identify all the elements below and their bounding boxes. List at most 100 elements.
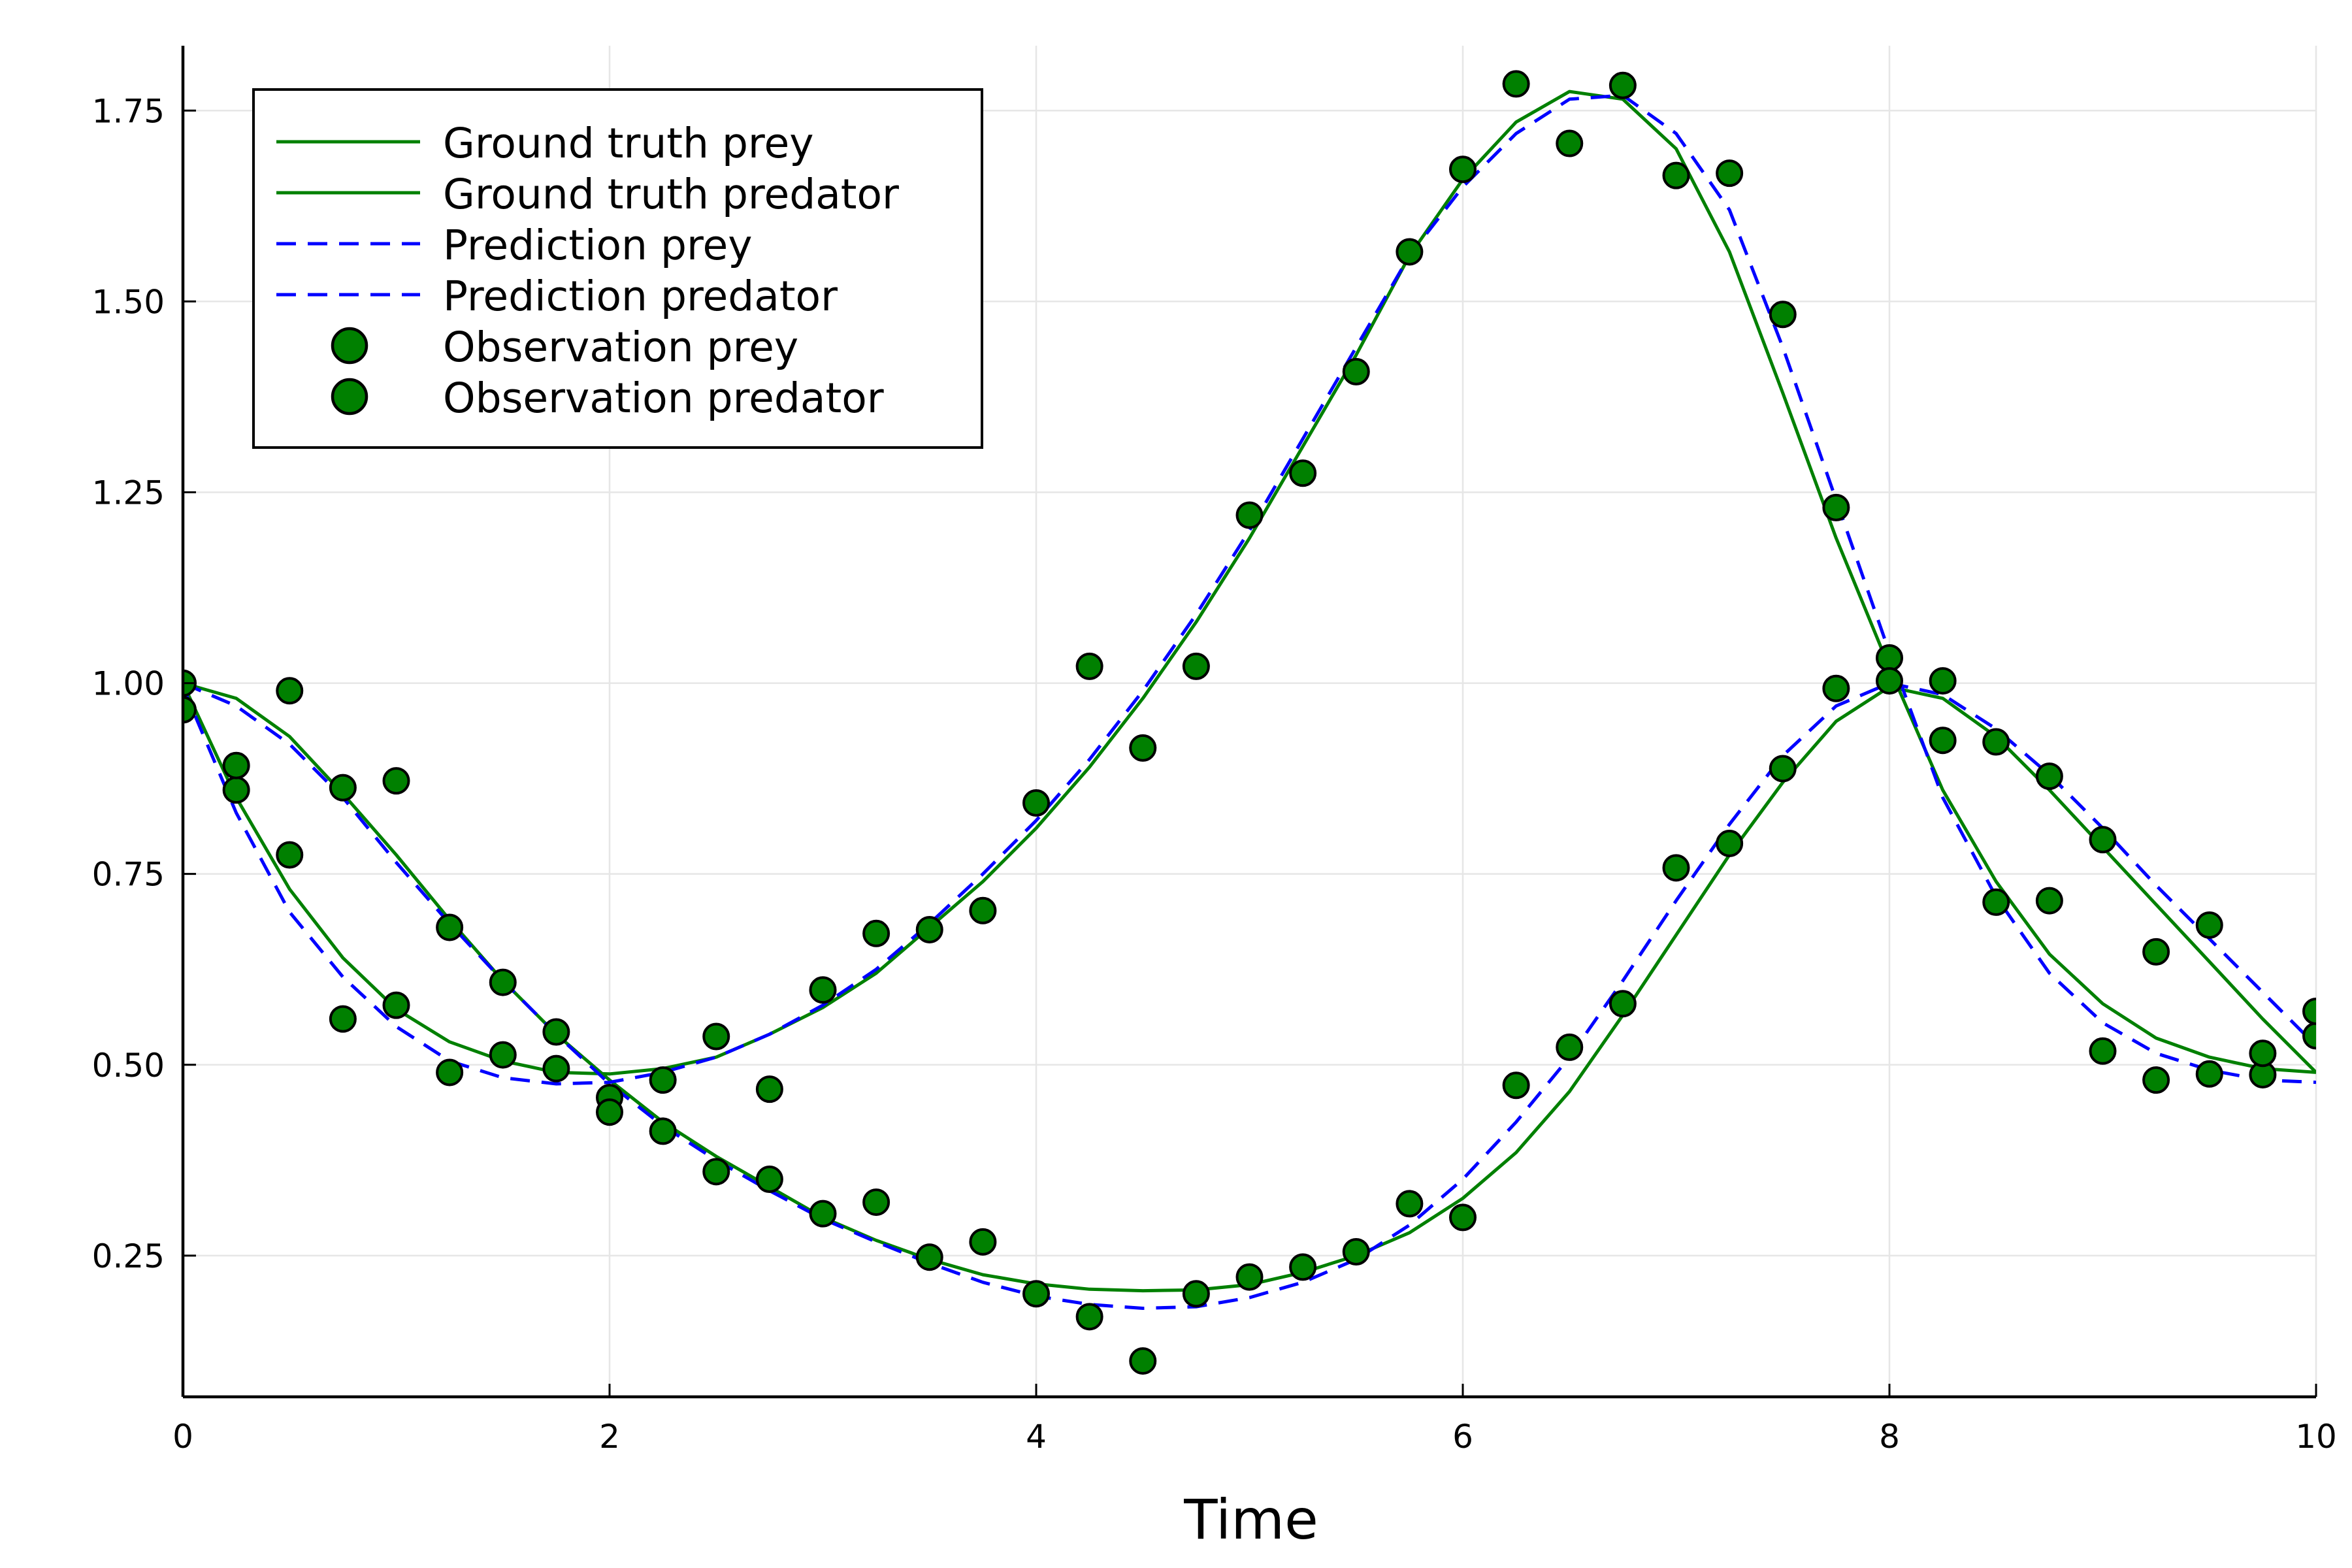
legend-label: Ground truth predator <box>443 171 899 218</box>
data-point-observation-prey <box>1129 734 1157 762</box>
data-point-observation-predator <box>1876 667 1903 695</box>
data-point-observation-prey <box>2302 1022 2316 1050</box>
data-point-observation-predator <box>1982 728 2010 756</box>
data-point-observation-prey <box>1289 459 1317 487</box>
data-point-observation-predator <box>276 677 304 705</box>
data-point-observation-predator <box>2249 1039 2277 1068</box>
data-point-observation-prey <box>755 1075 783 1103</box>
x-tick-label: 6 <box>1452 1418 1473 1456</box>
data-point-observation-predator <box>329 774 357 802</box>
data-point-observation-prey <box>1769 301 1797 329</box>
data-point-observation-predator <box>1556 1033 1584 1061</box>
x-tick-label: 4 <box>1026 1418 1047 1456</box>
data-point-observation-prey <box>1662 161 1690 189</box>
series-line-prediction-predator <box>183 681 2316 1310</box>
x-tick-label: 8 <box>1879 1418 1900 1456</box>
data-point-observation-prey <box>436 1058 464 1086</box>
data-point-observation-predator <box>809 1200 837 1228</box>
data-point-observation-prey <box>222 776 250 804</box>
data-point-observation-prey <box>329 1005 357 1033</box>
data-point-observation-predator <box>1129 1347 1157 1375</box>
data-point-observation-predator <box>1449 1203 1477 1232</box>
data-point-observation-predator <box>1022 1280 1050 1308</box>
data-point-observation-predator <box>649 1117 677 1145</box>
y-tick-label: 0.50 <box>92 1047 165 1085</box>
data-point-observation-predator <box>542 1018 570 1046</box>
legend-label: Prediction predator <box>443 272 838 320</box>
legend-label: Observation prey <box>443 323 798 371</box>
x-tick-label: 10 <box>2295 1418 2337 1456</box>
data-point-observation-predator <box>1075 1303 1103 1331</box>
data-point-observation-predator <box>1929 667 1957 695</box>
data-point-observation-prey <box>809 976 837 1004</box>
grid-lines <box>182 46 2317 1397</box>
data-point-observation-prey <box>542 1054 570 1083</box>
series-line-prediction-prey <box>183 93 2316 1086</box>
data-point-observation-predator <box>1502 1071 1530 1100</box>
data-point-observation-prey <box>1982 888 2010 916</box>
legend-marker-observation-predator <box>331 378 368 416</box>
data-point-observation-prey <box>1396 238 1424 266</box>
data-point-observation-prey <box>1822 493 1850 521</box>
data-point-observation-prey <box>2195 1060 2223 1088</box>
data-point-observation-predator <box>596 1098 623 1126</box>
data-point-observation-predator <box>1716 829 1744 857</box>
y-tick-label: 1.50 <box>92 283 165 321</box>
data-point-observation-predator <box>702 1158 730 1186</box>
data-point-observation-predator <box>222 751 250 779</box>
x-tick-label: 2 <box>599 1418 620 1456</box>
data-point-observation-predator <box>1609 990 1637 1018</box>
data-point-observation-prey <box>2142 1066 2170 1094</box>
data-point-observation-predator <box>1342 1238 1370 1266</box>
data-point-observation-predator <box>489 968 517 996</box>
data-point-observation-predator <box>755 1166 783 1194</box>
data-point-observation-prey <box>2035 887 2063 915</box>
data-point-observation-prey <box>2089 1037 2117 1065</box>
legend-marker-observation-prey <box>331 327 368 365</box>
y-tick-label: 0.75 <box>92 856 165 894</box>
data-point-observation-prey <box>1342 357 1370 385</box>
data-point-observation-prey <box>1235 501 1264 529</box>
plot-area <box>183 70 2316 1375</box>
data-point-observation-predator <box>1769 755 1797 783</box>
y-tick-label: 1.25 <box>92 474 165 512</box>
data-point-observation-predator <box>382 767 410 795</box>
data-point-observation-prey <box>1075 652 1103 680</box>
data-point-observation-predator <box>2035 762 2063 791</box>
data-point-observation-predator <box>915 1243 943 1271</box>
data-point-observation-predator <box>1396 1190 1424 1218</box>
data-point-observation-predator <box>1289 1253 1317 1281</box>
data-point-observation-predator <box>2142 938 2170 966</box>
data-point-observation-prey <box>1556 129 1584 157</box>
data-point-observation-prey <box>1449 155 1477 184</box>
y-tick-label: 0.25 <box>92 1237 165 1275</box>
y-tick-label: 1.75 <box>92 92 165 130</box>
data-point-observation-predator <box>1822 674 1850 702</box>
data-point-observation-prey <box>382 991 410 1019</box>
data-point-observation-prey <box>649 1066 677 1094</box>
data-point-observation-prey <box>276 841 304 869</box>
data-point-observation-prey <box>702 1022 730 1051</box>
data-point-observation-prey <box>1182 652 1210 680</box>
data-point-observation-prey <box>1716 159 1744 188</box>
data-point-observation-predator <box>436 913 464 941</box>
data-point-observation-prey <box>489 1041 517 1069</box>
data-point-observation-prey <box>1876 644 1903 672</box>
series-line-ground-truth-prey <box>183 90 2316 1076</box>
data-point-observation-predator <box>2302 997 2316 1025</box>
data-point-observation-prey <box>1022 789 1050 817</box>
y-tick-label: 1.00 <box>92 665 165 703</box>
data-point-observation-predator <box>1235 1263 1264 1291</box>
data-point-observation-prey <box>1609 71 1637 99</box>
data-point-observation-prey <box>183 696 197 724</box>
axes: 0 2 4 6 8 10 0.25 0.50 0.75 1.00 1.25 1.50 1.75 <box>92 46 2337 1456</box>
data-point-observation-predator <box>969 1228 997 1256</box>
data-point-observation-predator <box>2195 911 2223 939</box>
data-point-observation-prey <box>862 919 890 947</box>
data-point-observation-prey <box>1929 727 1957 755</box>
x-tick-label: 0 <box>172 1418 193 1456</box>
data-point-observation-prey <box>915 915 943 943</box>
x-axis-title: Time <box>1183 1488 1318 1552</box>
